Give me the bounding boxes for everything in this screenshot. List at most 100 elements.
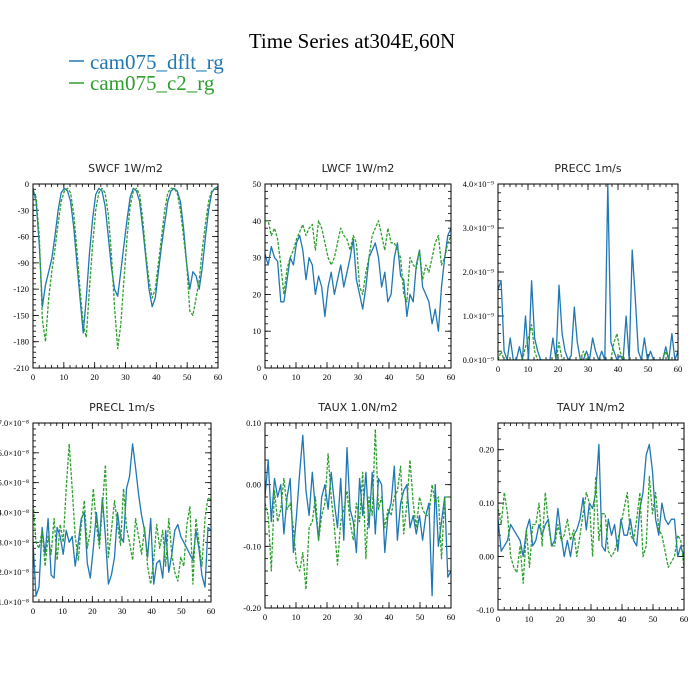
series-line-lwcf-dflt [265,227,451,332]
x-tick-label: 40 [385,612,394,622]
x-tick-label: 50 [416,612,425,622]
x-tick-label: 50 [183,372,192,382]
legend-label-1: cam075_c2_rg [90,71,215,95]
x-tick-label: 50 [416,372,425,382]
panel-title-tauy: TAUY 1N/m2 [556,401,625,414]
y-tick-label: 0.00 [246,480,261,490]
y-tick-label: -150 [13,310,29,320]
x-tick-label: 10 [292,612,301,622]
y-tick-label: 20 [253,289,262,299]
x-tick-label: 0 [496,614,500,624]
x-tick-label: 10 [525,614,534,624]
x-tick-label: 0 [263,612,267,622]
y-tick-label: -0.20 [243,603,261,613]
y-tick-label: 3.0×10⁻⁸ [0,537,29,547]
series-line-swcf-c2 [33,187,218,350]
y-tick-label: 2.0×10⁻⁸ [0,567,29,577]
y-tick-label: -0.10 [243,541,261,551]
panel-frame-precl [32,422,212,603]
y-tick-label: 0.20 [479,445,494,455]
x-tick-label: 10 [292,372,301,382]
y-tick-label: 1.0×10⁻⁹ [463,311,494,321]
panel-title-lwcf: LWCF 1W/m2 [322,162,395,175]
y-tick-label: 3.0×10⁻⁹ [463,223,494,233]
x-tick-label: 20 [554,364,563,374]
y-tick-label: 1.0×10⁻⁸ [0,597,29,607]
panel-grid: SWCF 1W/m2 0 10 20 30 40 50 60 0 -30 -60 -90 -120 -15… [0,162,688,624]
y-tick-label: 0.00 [479,552,494,562]
y-tick-label: 6.0×10⁻⁸ [0,448,29,458]
x-tick-label: 0 [496,364,500,374]
y-tick-label: 0.10 [246,418,261,428]
y-tick-label: 4.0×10⁻⁸ [0,508,29,518]
x-tick-label: 60 [680,614,689,624]
x-tick-label: 10 [60,372,69,382]
y-tick-label: 50 [253,179,262,189]
legend: cam075_dflt_rg cam075_c2_rg [69,50,224,95]
x-tick-label: 20 [323,372,332,382]
series-line-precc-dflt [498,184,678,360]
y-tick-label: 0.0×10⁻⁹ [463,355,494,365]
series-line-precl-dflt [33,443,211,597]
figure-title: Time Series at304E,60N [249,29,455,53]
x-tick-label: 30 [584,364,593,374]
x-tick-label: 0 [31,372,35,382]
y-tick-label: 0 [257,363,261,373]
y-tick-label: 5.0×10⁻⁸ [0,478,29,488]
x-tick-label: 40 [618,614,627,624]
x-tick-label: 60 [447,372,456,382]
x-tick-label: 60 [214,372,223,382]
panel-tauy: TAUY 1N/m2 0 10 20 30 40 50 60 -0.10 0.00 0.10 0.20 [476,401,688,624]
panel-swcf: SWCF 1W/m2 0 10 20 30 40 50 60 0 -30 -60 -90 -120 -15… [13,162,222,382]
y-tick-label: -60 [18,232,29,242]
panel-precc: PRECC 1m/s 0 10 20 30 40 50 60 0.0×10⁻⁹ 1.0×10⁻⁹ 2… [463,162,683,374]
x-tick-label: 30 [121,372,130,382]
panel-frame-swcf [32,183,219,369]
panel-frame-precc [497,183,679,361]
y-tick-label: 40 [253,216,262,226]
x-tick-label: 40 [385,372,394,382]
panel-frame-lwcf [264,183,452,369]
series-line-tauy-dflt [498,443,684,558]
x-tick-label: 10 [524,364,533,374]
panel-lwcf: LWCF 1W/m2 0 10 20 30 40 50 60 0 10 20 30 40 50 [253,162,456,382]
y-tick-label: 0.10 [479,498,494,508]
panel-taux: TAUX 1.0N/m2 0 10 20 30 40 50 60 -0.20 -0.10 0.00 0… [243,401,455,622]
y-tick-label: 10 [253,326,262,336]
y-tick-label: 2.0×10⁻⁹ [463,267,494,277]
series-line-tauy-c2 [498,475,684,584]
x-tick-label: 40 [147,606,156,616]
x-tick-label: 30 [354,612,363,622]
x-tick-label: 60 [674,364,683,374]
series-line-swcf-dflt [33,186,218,334]
y-tick-label: -30 [18,205,29,215]
x-tick-label: 50 [649,614,658,624]
panel-frame-taux [264,422,452,609]
x-tick-label: 60 [447,612,456,622]
y-tick-label: 4.0×10⁻⁹ [463,179,494,189]
series-line-lwcf-c2 [265,220,451,303]
y-tick-label: 30 [253,253,262,263]
x-tick-label: 0 [31,606,35,616]
x-tick-label: 50 [644,364,653,374]
y-tick-label: -120 [13,284,29,294]
y-tick-label: -210 [13,363,29,373]
x-tick-label: 50 [177,606,186,616]
series-line-precl-c2 [33,443,211,585]
legend-label-0: cam075_dflt_rg [90,50,224,74]
panel-title-swcf: SWCF 1W/m2 [88,162,163,175]
x-tick-label: 20 [556,614,565,624]
x-tick-label: 30 [587,614,596,624]
y-tick-label: -90 [18,258,29,268]
x-tick-label: 30 [118,606,127,616]
series-line-taux-c2 [265,428,451,591]
panel-title-precc: PRECC 1m/s [554,162,622,175]
x-tick-label: 40 [152,372,161,382]
x-tick-label: 60 [207,606,216,616]
y-tick-label: -180 [13,337,29,347]
x-tick-label: 40 [614,364,623,374]
x-tick-label: 20 [323,612,332,622]
x-tick-label: 20 [88,606,97,616]
